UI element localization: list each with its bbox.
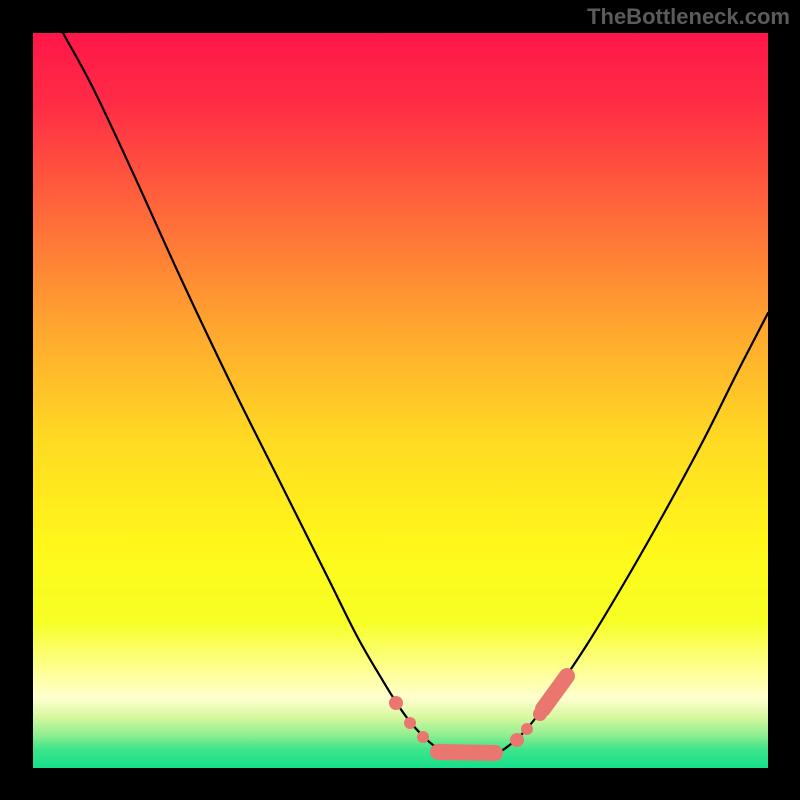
watermark-text: TheBottleneck.com bbox=[587, 4, 790, 30]
chart-frame: TheBottleneck.com bbox=[0, 0, 800, 800]
plot-area bbox=[33, 33, 768, 768]
